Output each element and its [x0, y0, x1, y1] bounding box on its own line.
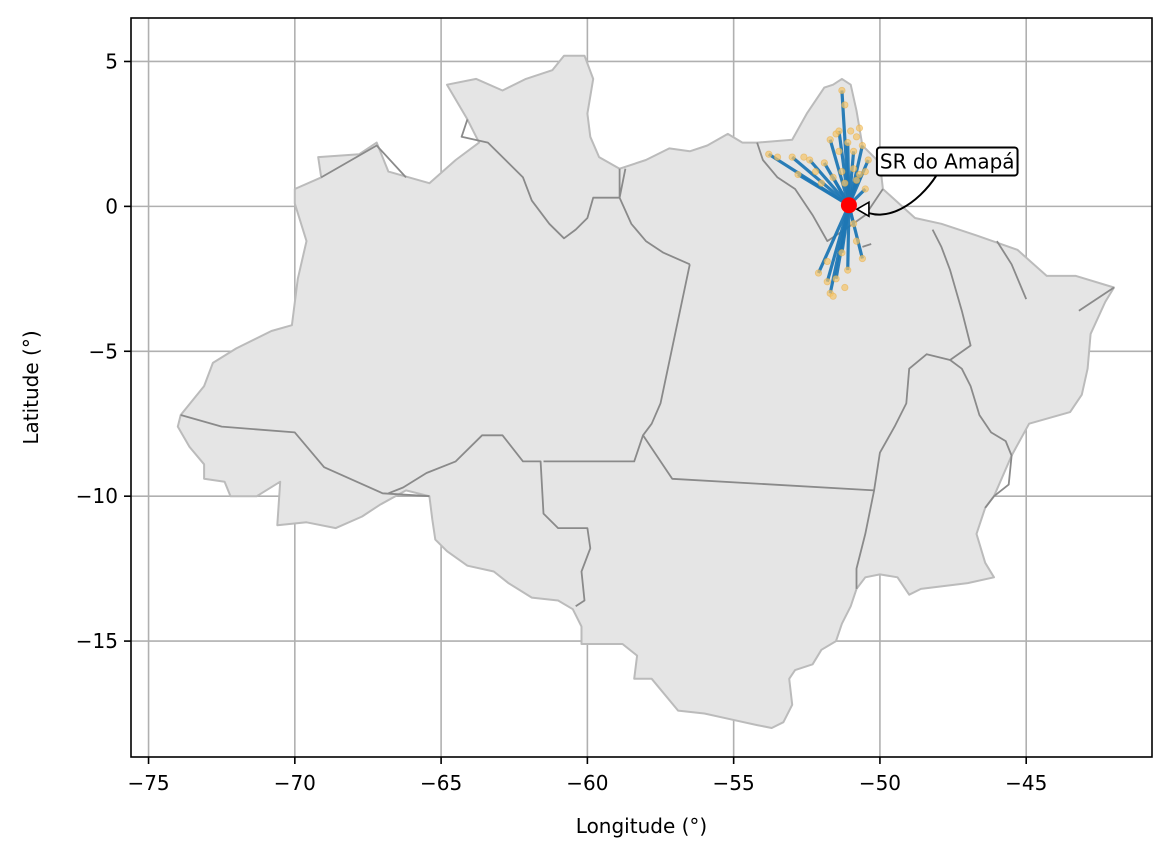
municipality-point: [858, 141, 866, 150]
region-outline: [176, 54, 1115, 729]
connection-line: [847, 204, 864, 259]
municipality-point: [847, 127, 855, 135]
municipality-point: [849, 147, 858, 155]
municipality-point: [861, 167, 869, 176]
municipality-point: [858, 254, 866, 263]
municipality-point: [849, 165, 858, 173]
municipality-point: [788, 153, 796, 161]
state-border: [949, 359, 1013, 509]
annotation-label: SR do Amapá: [880, 149, 1015, 173]
municipality-point: [794, 170, 802, 179]
plot-frame: [130, 17, 1153, 758]
state-border: [642, 434, 875, 492]
municipality-point: [861, 185, 869, 193]
state-border: [388, 434, 592, 608]
connection-line: [840, 204, 851, 253]
municipality-point: [849, 220, 858, 228]
state-border: [180, 414, 430, 498]
municipality-point: [838, 167, 846, 176]
connection-line: [825, 204, 851, 283]
municipality-point: [841, 179, 849, 187]
amazon-region: [176, 54, 1115, 729]
municipality-point: [855, 124, 864, 132]
y-tick-label: −15: [76, 629, 118, 653]
state-border: [756, 142, 884, 242]
state-border: [320, 144, 407, 179]
state-border: [1078, 286, 1115, 312]
municipality-point: [852, 237, 861, 245]
municipality-point: [829, 292, 837, 300]
state-borders: [180, 119, 1115, 608]
municipality-point: [820, 159, 828, 167]
state-border: [618, 168, 691, 266]
state-border: [855, 229, 972, 589]
municipality-point: [852, 176, 861, 184]
municipality-point: [838, 249, 846, 257]
annotation: SR do Amapá: [855, 146, 1019, 218]
hub-marker: [840, 197, 857, 214]
state-border: [996, 240, 1028, 300]
annotation-box: [875, 146, 1019, 177]
state-border: [862, 243, 872, 248]
x-tick-label: −65: [420, 771, 462, 795]
y-tick-label: 0: [105, 194, 118, 218]
x-tick-label: −45: [1005, 771, 1047, 795]
x-tick-label: −50: [859, 771, 901, 795]
annotation-arrowhead: [855, 200, 870, 218]
y-tick-label: −10: [76, 484, 118, 508]
municipality-point: [835, 147, 843, 155]
x-axis: −75 −70 −65 −60 −55 −50 −45: [127, 757, 1047, 795]
state-border: [543, 264, 691, 463]
municipality-point: [852, 133, 861, 141]
municipality-point: [832, 275, 840, 283]
municipality-point: [855, 170, 864, 179]
x-tick-label: −60: [566, 771, 608, 795]
x-tick-label: −70: [274, 771, 316, 795]
municipality-point: [806, 156, 814, 164]
municipality-point: [835, 127, 843, 135]
x-tick-label: −55: [713, 771, 755, 795]
y-tick-label: −5: [89, 339, 118, 363]
municipality-point: [817, 179, 826, 187]
y-axis-title: Latitude (°): [19, 330, 43, 444]
municipality-point: [823, 257, 831, 266]
municipality-point: [773, 153, 782, 161]
municipality-points: [765, 86, 872, 300]
state-border: [460, 119, 627, 240]
municipality-point: [800, 153, 808, 161]
x-axis-title: Longitude (°): [576, 814, 707, 838]
municipality-point: [864, 156, 872, 164]
x-tick-label: −75: [127, 771, 169, 795]
municipality-point: [844, 139, 852, 147]
connection-line: [817, 204, 851, 274]
connection-line: [797, 173, 850, 207]
municipality-point: [844, 266, 852, 274]
connection-line: [808, 158, 851, 207]
municipality-point: [814, 269, 823, 277]
municipality-point: [811, 167, 820, 176]
municipality-point: [826, 136, 834, 144]
municipality-point: [829, 173, 837, 181]
y-axis: 5 0 −5 −10 −15: [76, 49, 131, 653]
municipality-point: [823, 278, 831, 286]
municipality-point: [841, 101, 849, 109]
municipality-point: [765, 150, 773, 158]
y-tick-label: 5: [105, 49, 118, 73]
municipality-point: [841, 283, 849, 292]
municipality-point: [838, 86, 846, 95]
